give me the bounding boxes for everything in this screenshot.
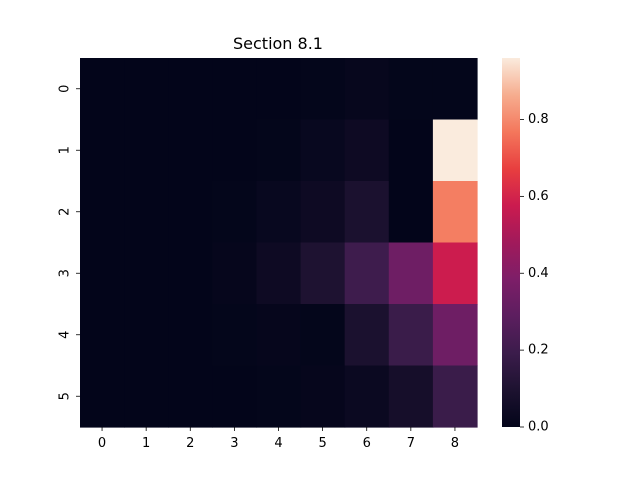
heatmap-cell [300,304,346,367]
colorbar-tick-label: 0.6 [528,189,549,204]
heatmap-cell [388,365,434,428]
colorbar-tick-label: 0.2 [528,343,549,358]
heatmap-cell [124,58,169,121]
x-tick-label: 1 [142,436,150,451]
heatmap-cell [80,365,125,428]
heatmap-cell [212,242,258,305]
colorbar [502,58,520,427]
x-tick-label: 0 [98,436,106,451]
heatmap-cell [124,365,169,428]
x-axis: 0 1 2 3 4 5 6 7 8 [98,427,459,451]
colorbar-axis: 0.0 0.2 0.4 0.6 0.8 [520,112,549,435]
y-tick-label: 4 [58,331,73,339]
heatmap-cell [432,304,478,367]
x-tick-label: 6 [363,436,371,451]
heatmap-cell [168,365,213,428]
heatmap-cell [124,119,169,182]
heatmap-cell [432,242,478,305]
heatmap-cell [80,304,125,367]
heatmap-cell [388,304,434,367]
colorbar-tick-label: 0.8 [528,112,549,127]
heatmap-cell [168,58,213,121]
heatmap-cell [388,181,434,244]
y-axis: 0 1 2 3 4 5 [58,85,80,400]
heatmap-cell [256,242,302,305]
chart-title: Section 8.1 [233,34,323,53]
heatmap-cell [432,365,478,428]
heatmap-cell [80,58,125,121]
heatmap-cell [80,119,125,182]
heatmap-cell [344,242,390,305]
heatmap-cell [168,304,213,367]
heatmap-cell [124,181,169,244]
x-tick-label: 2 [186,436,194,451]
heatmap-cell [300,365,346,428]
heatmap-cell [80,181,125,244]
heatmap-cell [212,304,258,367]
heatmap-cell [124,304,169,367]
y-tick-label: 3 [58,269,73,277]
heatmap-cell [300,58,346,121]
heatmap-cell [124,242,169,305]
heatmap-cell [256,181,302,244]
heatmap-cell [80,242,125,305]
heatmap-cell [344,119,390,182]
y-tick-label: 0 [58,85,73,93]
x-tick-label: 4 [274,436,282,451]
heatmap-cell [256,58,302,121]
y-tick-label: 5 [58,392,73,400]
heatmap-cell [344,181,390,244]
colorbar-tick-label: 0.4 [528,266,549,281]
heatmap-cell [256,365,302,428]
heatmap-cell [300,181,346,244]
heatmap-cell [432,181,478,244]
heatmap-cell [212,58,258,121]
x-tick-label: 7 [407,436,415,451]
y-tick-label: 2 [58,208,73,216]
y-tick-label: 1 [58,146,73,154]
heatmap-cell [344,58,390,121]
heatmap-cell [432,58,478,121]
colorbar-tick-label: 0.0 [528,420,549,435]
heatmap-cell [388,242,434,305]
heatmap-cells [80,58,478,428]
heatmap-cell [168,181,213,244]
heatmap-cell [168,242,213,305]
x-tick-label: 3 [230,436,238,451]
heatmap-cell [212,119,258,182]
heatmap-cell [300,119,346,182]
x-tick-label: 5 [318,436,326,451]
heatmap-cell [212,181,258,244]
x-tick-label: 8 [451,436,459,451]
heatmap-cell [212,365,258,428]
heatmap-cell [168,119,213,182]
heatmap-cell [388,119,434,182]
heatmap-cell [344,365,390,428]
heatmap-cell [388,58,434,121]
heatmap-cell [256,304,302,367]
heatmap-cell [344,304,390,367]
heatmap-cell [432,119,478,182]
heatmap-cell [300,242,346,305]
heatmap-cell [256,119,302,182]
